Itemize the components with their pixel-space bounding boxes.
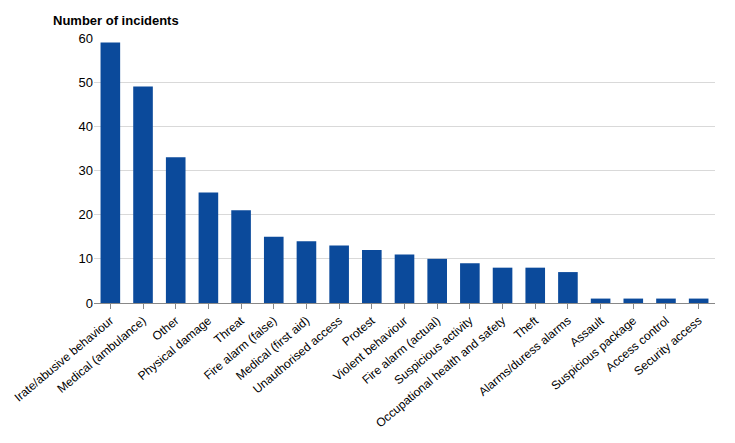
svg-text:20: 20 (79, 207, 93, 222)
svg-text:Medical (ambulance): Medical (ambulance) (54, 314, 148, 396)
svg-text:Number of incidents: Number of incidents (53, 13, 179, 28)
svg-text:Threat: Threat (211, 313, 247, 346)
svg-text:Theft: Theft (511, 313, 541, 342)
svg-text:Security access: Security access (631, 314, 704, 379)
svg-text:Suspicious package: Suspicious package (548, 313, 639, 393)
svg-text:Alarms/duress alarms: Alarms/duress alarms (476, 314, 574, 399)
svg-text:60: 60 (79, 31, 93, 46)
svg-text:Fire alarm (false): Fire alarm (false) (201, 314, 279, 383)
svg-text:Protest: Protest (339, 313, 378, 349)
svg-text:10: 10 (79, 251, 93, 266)
svg-text:30: 30 (79, 163, 93, 178)
svg-text:Fire alarm (actual): Fire alarm (actual) (359, 314, 443, 387)
svg-text:Irate/abusive behaviour: Irate/abusive behaviour (12, 314, 117, 405)
svg-text:Violent behaviour: Violent behaviour (330, 314, 410, 384)
svg-text:Access control: Access control (603, 314, 672, 375)
svg-text:Physical damage: Physical damage (135, 313, 214, 383)
svg-text:Assault: Assault (567, 313, 607, 349)
svg-text:Occupational health and safety: Occupational health and safety (373, 314, 508, 431)
svg-text:Unauthorised access: Unauthorised access (250, 314, 345, 397)
svg-text:0: 0 (86, 296, 93, 311)
svg-text:Suspicious activity: Suspicious activity (392, 314, 476, 388)
svg-text:50: 50 (79, 75, 93, 90)
svg-text:Medical (first aid): Medical (first aid) (233, 314, 312, 383)
svg-text:40: 40 (79, 119, 93, 134)
svg-text:Other: Other (150, 314, 182, 344)
